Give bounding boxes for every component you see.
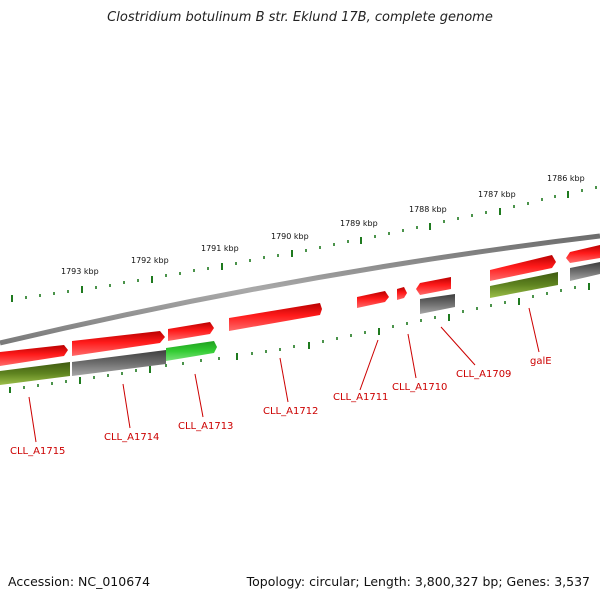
gene-feature[interactable] (72, 350, 166, 376)
gene-feature[interactable] (416, 277, 451, 295)
gene-feature[interactable] (490, 255, 556, 281)
scale-label: 1793 kbp (61, 267, 99, 276)
map-title: Clostridium botulinum B str. Eklund 17B,… (107, 10, 493, 25)
gene-label-cll-a1709[interactable]: CLL_A1709 (456, 369, 511, 380)
gene-feature[interactable] (490, 272, 558, 298)
gene-feature[interactable] (166, 341, 217, 361)
gene-label-cll-a1710[interactable]: CLL_A1710 (392, 382, 447, 393)
gene-feature[interactable] (397, 287, 407, 300)
scale-label: 1790 kbp (271, 232, 309, 241)
gene-feature[interactable] (357, 291, 389, 308)
gene-feature[interactable] (229, 303, 322, 331)
inner-scale (9, 283, 590, 393)
gene-feature[interactable] (420, 294, 455, 314)
gene-feature[interactable] (0, 362, 70, 385)
inner-scale-minor (23, 286, 576, 389)
outer-scale (11, 191, 569, 302)
reverse-strand-genes (0, 262, 600, 385)
scale-label: 1788 kbp (409, 205, 447, 214)
gene-feature[interactable] (168, 322, 214, 341)
gene-feature[interactable] (0, 345, 68, 366)
forward-strand-genes (0, 245, 600, 366)
scale-label: 1786 kbp (547, 174, 585, 183)
gene-label-cll-a1713[interactable]: CLL_A1713 (178, 421, 233, 432)
gene-label-cll-a1714[interactable]: CLL_A1714 (104, 432, 159, 443)
gene-feature[interactable] (570, 262, 600, 281)
gene-label-cll-a1711[interactable]: CLL_A1711 (333, 392, 388, 403)
gene-labels: galE CLL_A1709 CLL_A1710 CLL_A1711 CLL_A… (10, 356, 552, 457)
outer-scale-minor (25, 186, 597, 299)
scale-label: 1787 kbp (478, 190, 516, 199)
scale-label: 1792 kbp (131, 256, 169, 265)
genome-backbone (0, 233, 600, 346)
gene-label-gale[interactable]: galE (530, 356, 552, 367)
gene-feature[interactable] (72, 331, 165, 356)
gene-feature[interactable] (566, 245, 600, 263)
genome-summary-text: Topology: circular; Length: 3,800,327 bp… (246, 574, 590, 589)
scale-labels: 1786 kbp 1787 kbp 1788 kbp 1789 kbp 1790… (61, 174, 585, 276)
gene-label-cll-a1715[interactable]: CLL_A1715 (10, 446, 65, 457)
gene-label-cll-a1712[interactable]: CLL_A1712 (263, 406, 318, 417)
scale-label: 1789 kbp (340, 219, 378, 228)
scale-label: 1791 kbp (201, 244, 239, 253)
accession-text: Accession: NC_010674 (8, 574, 151, 589)
label-leaders (28, 307, 540, 443)
